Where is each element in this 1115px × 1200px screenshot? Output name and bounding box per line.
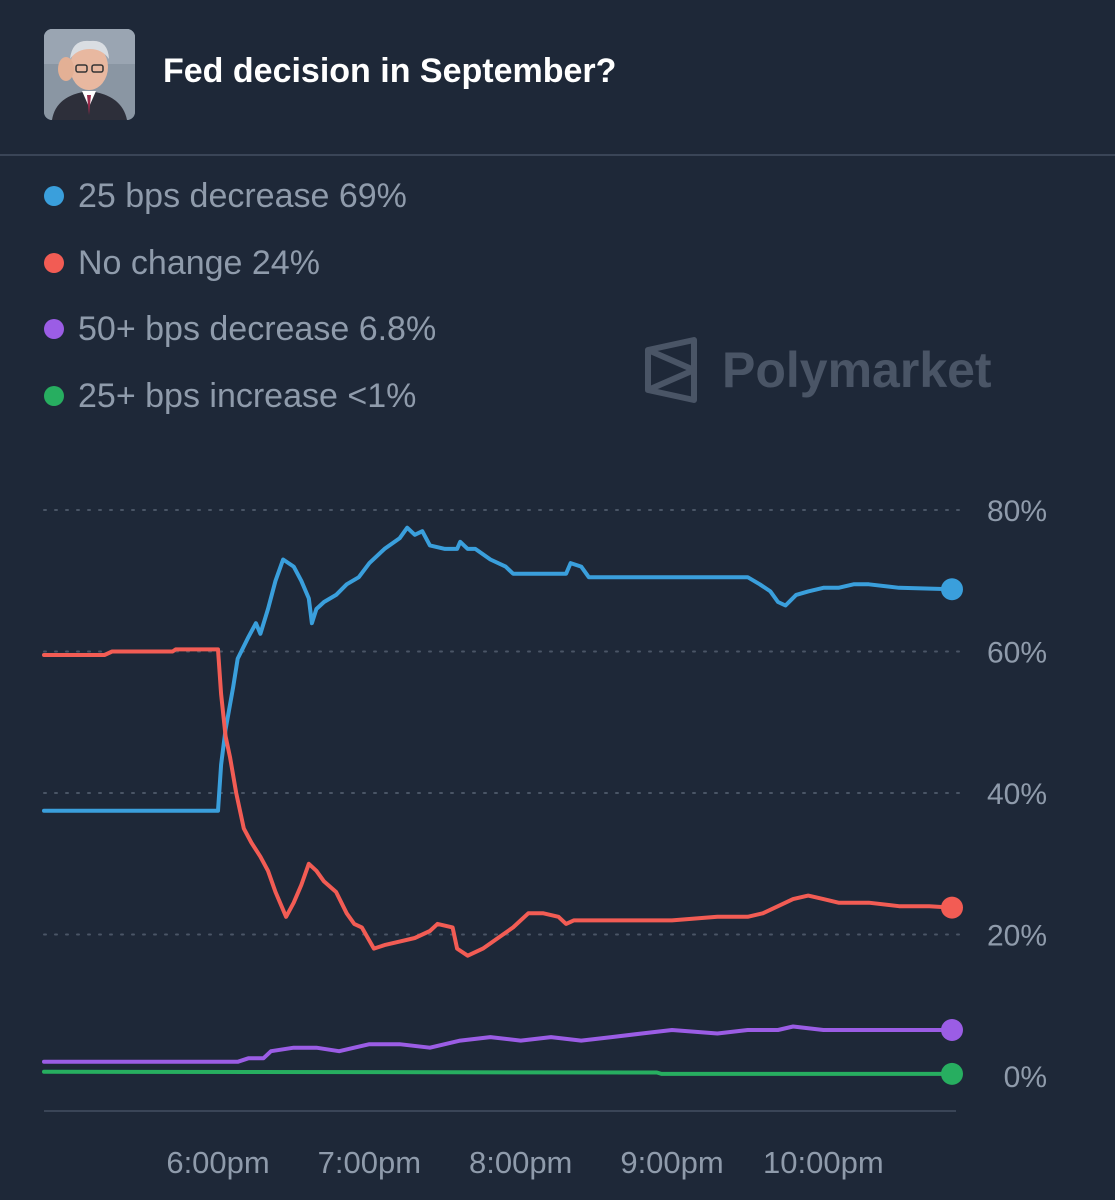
- y-tick-label: 40%: [987, 778, 1047, 811]
- y-tick-label: 80%: [987, 495, 1047, 528]
- polymarket-wordmark: Polymarket: [722, 342, 992, 398]
- series-line: [42, 647, 954, 958]
- x-tick-label: 9:00pm: [620, 1145, 723, 1180]
- x-tick-label: 6:00pm: [166, 1145, 269, 1180]
- legend-item-no-change: No change 24%: [44, 241, 320, 285]
- series-end-marker: [941, 578, 963, 601]
- series-end-marker: [941, 1019, 963, 1042]
- x-tick-label: 8:00pm: [469, 1145, 572, 1180]
- polymarket-logo-icon: [645, 337, 697, 403]
- market-avatar: [44, 29, 135, 120]
- polymarket-watermark: Polymarket: [642, 336, 992, 404]
- series-end-marker: [941, 896, 963, 919]
- legend-item-25bps-increase: 25+ bps increase <1%: [44, 374, 416, 418]
- series-line: [42, 525, 954, 813]
- y-tick-label: 20%: [987, 920, 1047, 953]
- legend-color-dot: [44, 386, 64, 406]
- legend-label: No change 24%: [78, 243, 320, 282]
- legend-label: 25 bps decrease 69%: [78, 176, 407, 215]
- legend-item-50bps-decrease: 50+ bps decrease 6.8%: [44, 307, 436, 351]
- person-portrait-icon: [44, 29, 135, 120]
- y-tick-label: 0%: [1004, 1061, 1047, 1094]
- market-header: Fed decision in September?: [0, 0, 1115, 156]
- y-tick-label: 60%: [987, 637, 1047, 670]
- x-tick-label: 10:00pm: [763, 1145, 884, 1180]
- legend-label: 50+ bps decrease 6.8%: [78, 309, 437, 348]
- legend-color-dot: [44, 253, 64, 273]
- legend-color-dot: [44, 186, 64, 206]
- series-end-marker: [941, 1062, 963, 1085]
- series-line: [42, 1024, 954, 1064]
- legend-item-25bps-decrease: 25 bps decrease 69%: [44, 174, 407, 218]
- legend-label: 25+ bps increase <1%: [78, 376, 417, 415]
- series-line: [42, 1069, 954, 1076]
- legend-color-dot: [44, 319, 64, 339]
- x-tick-label: 7:00pm: [318, 1145, 421, 1180]
- market-title: Fed decision in September?: [163, 52, 617, 90]
